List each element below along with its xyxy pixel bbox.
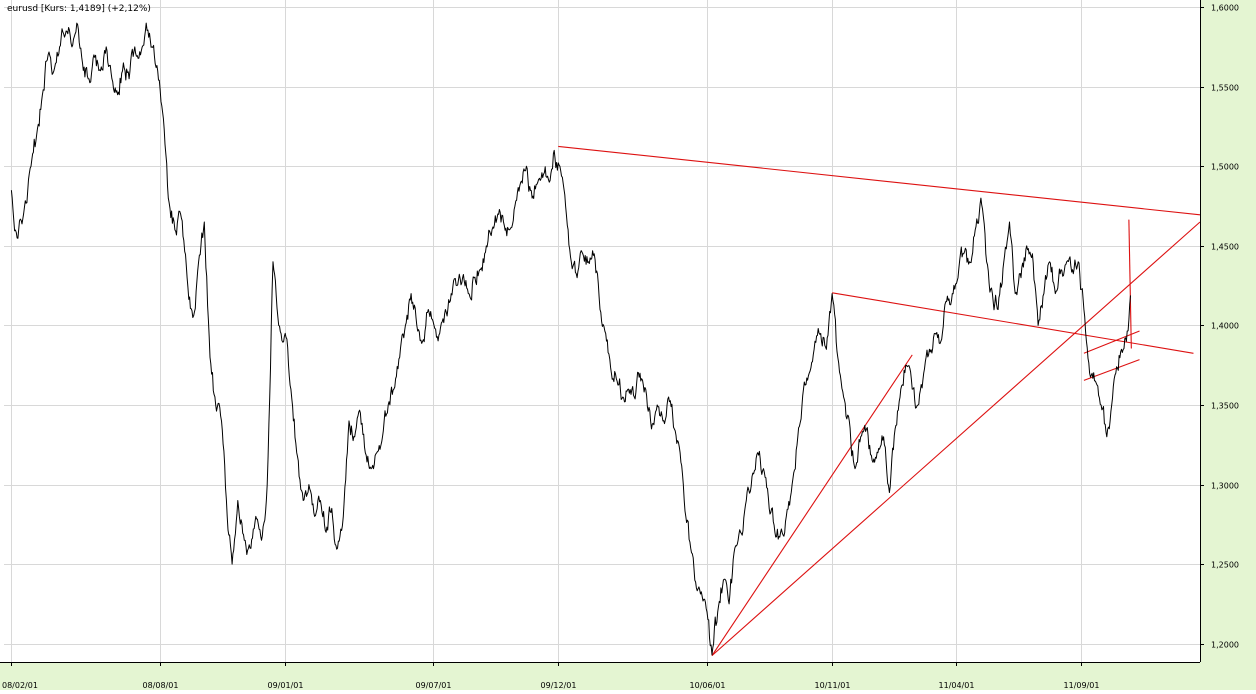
y-axis-band	[1200, 0, 1256, 690]
x-tick-label: 11/04/01	[939, 681, 975, 690]
x-tick-label: 08/08/01	[143, 681, 179, 690]
eurusd-price-line	[10, 22, 1131, 656]
x-axis-band	[0, 662, 1256, 690]
price-series	[10, 22, 1131, 656]
chart-title: eurusd [Kurs: 1,4189] (+2,12%)	[7, 4, 151, 14]
y-tick-label: 1,2500	[1211, 561, 1239, 570]
y-tick-label: 1,4500	[1211, 243, 1239, 252]
x-tick-label: 10/06/01	[690, 681, 726, 690]
y-tick-label: 1,3500	[1211, 402, 1239, 411]
x-tick-label: 10/11/01	[815, 681, 851, 690]
trendline	[1128, 219, 1132, 349]
trendline	[1083, 330, 1140, 354]
x-tick-label: 08/02/01	[2, 681, 38, 690]
trendline	[711, 221, 1201, 657]
y-tick-label: 1,5500	[1211, 84, 1239, 93]
y-tick-label: 1,5000	[1211, 163, 1239, 172]
y-tick-label: 1,4000	[1211, 322, 1239, 331]
trendline	[558, 145, 1201, 216]
x-tick-label: 09/01/01	[268, 681, 304, 690]
trendline	[832, 292, 1194, 354]
x-tick-label: 09/12/01	[541, 681, 577, 690]
x-tick-label: 09/07/01	[416, 681, 452, 690]
trendlines	[558, 145, 1201, 657]
y-tick-label: 1,3000	[1211, 482, 1239, 491]
x-tick-label: 11/09/01	[1064, 681, 1100, 690]
y-tick-label: 1,2000	[1211, 641, 1239, 650]
y-tick-label: 1,6000	[1211, 4, 1239, 13]
trendline	[711, 354, 913, 656]
